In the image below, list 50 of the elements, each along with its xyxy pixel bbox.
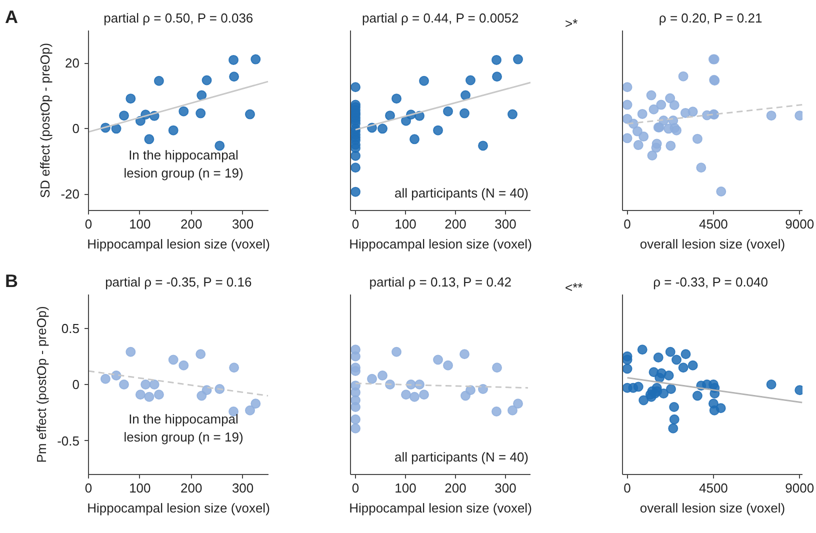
x-tick-label: 200 [180, 216, 202, 232]
chart-title: partial ρ = 0.13, P = 0.42 [369, 274, 512, 290]
x-axis-title: Hippocampal lesion size (voxel) [87, 500, 270, 516]
text: B [5, 270, 18, 293]
annotation: In the hippocampal lesion group (n = 19) [124, 412, 244, 444]
x-tick-label: 9000 [785, 216, 814, 232]
x-axis-title: Hippocampal lesion size (voxel) [87, 236, 270, 252]
text: >* [565, 15, 578, 33]
annotation: In the hippocampal lesion group (n = 19) [124, 148, 244, 180]
chart-title: partial ρ = -0.35, P = 0.16 [105, 274, 252, 290]
x-axis-title: Hippocampal lesion size (voxel) [349, 500, 532, 516]
y-tick-label: 0.5 [61, 320, 80, 336]
x-tick-label: 0 [352, 216, 360, 232]
chart-title: partial ρ = 0.50, P = 0.036 [104, 10, 254, 26]
y-tick-label: 20 [65, 56, 80, 71]
x-tick-label: 100 [129, 216, 151, 232]
text: <** [565, 279, 583, 297]
x-tick-label: 0 [624, 216, 631, 232]
x-tick-label: 200 [444, 480, 466, 496]
x-tick-label: 0 [84, 216, 92, 232]
x-tick-label: 200 [180, 480, 202, 496]
x-tick-label: 300 [494, 216, 516, 232]
text: A [5, 6, 18, 29]
x-tick-label: 4500 [698, 216, 728, 232]
x-tick-label: 4500 [698, 480, 728, 496]
x-tick-label: 300 [232, 480, 254, 496]
x-tick-label: 9000 [785, 480, 814, 496]
chart-title: ρ = -0.33, P = 0.040 [653, 274, 768, 290]
x-tick-label: 100 [394, 480, 416, 496]
x-tick-label: 0 [624, 480, 631, 496]
x-axis-title: Hippocampal lesion size (voxel) [349, 236, 532, 252]
y-axis-title: Pm effect (postOp - preOp) [34, 306, 50, 463]
x-tick-label: 0 [352, 480, 360, 496]
chart-title: ρ = 0.20, P = 0.21 [658, 10, 762, 26]
y-axis-title: SD effect (postOp - preOp) [38, 42, 53, 198]
x-tick-label: 300 [232, 216, 254, 232]
annotation: all participants (N = 40) [394, 450, 528, 464]
y-tick-label: -20 [60, 186, 80, 202]
x-axis-title: overall lesion size (voxel) [640, 236, 786, 252]
x-axis-title: overall lesion size (voxel) [640, 500, 786, 516]
y-tick-label: 0 [72, 377, 80, 392]
annotation: all participants (N = 40) [394, 186, 528, 200]
x-tick-label: 0 [84, 480, 92, 496]
chart-title: partial ρ = 0.44, P = 0.0052 [362, 10, 519, 26]
x-tick-label: 300 [494, 480, 516, 496]
y-tick-label: 0 [72, 121, 80, 136]
x-tick-label: 100 [129, 480, 151, 496]
x-tick-label: 100 [394, 216, 416, 232]
x-tick-label: 200 [444, 216, 466, 232]
y-tick-label: -0.5 [57, 433, 80, 448]
